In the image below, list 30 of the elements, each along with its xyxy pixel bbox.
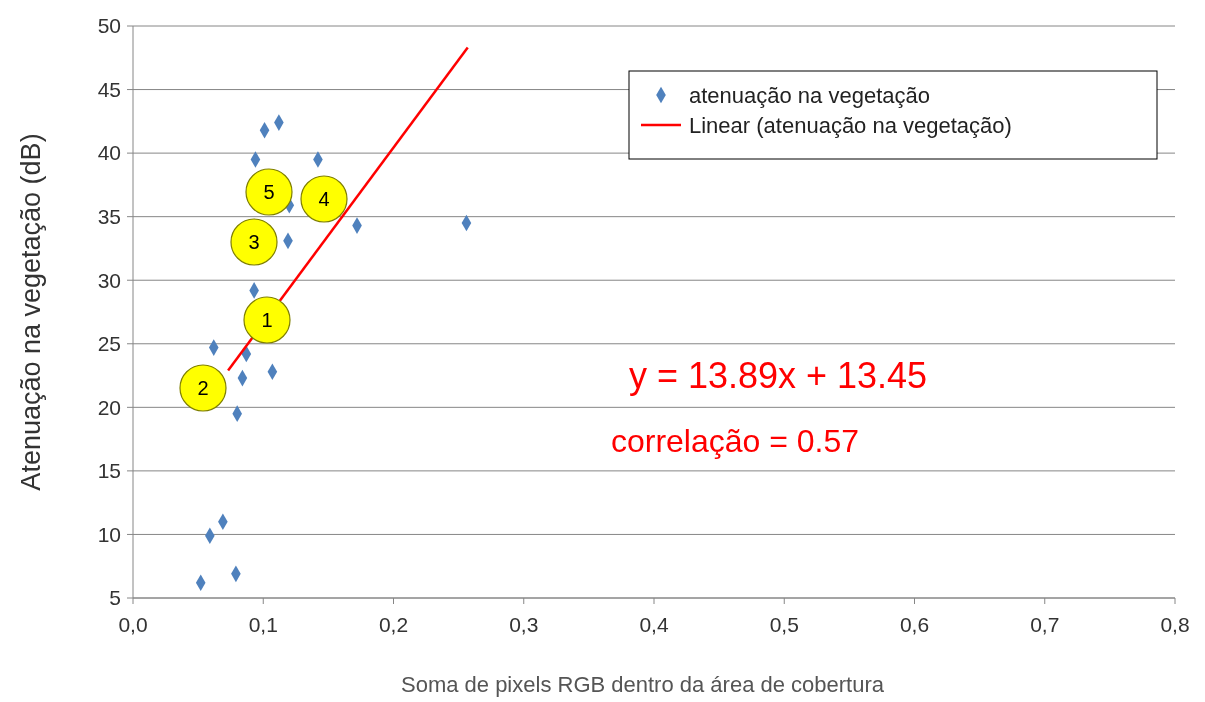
legend-label: atenuação na vegetação (689, 82, 930, 108)
y-tick-label: 10 (97, 522, 121, 546)
annotation: 4 (318, 188, 330, 210)
annotation: 2 (197, 377, 209, 399)
x-tick-label: 0,8 (1160, 613, 1190, 636)
annotation: 5 (263, 181, 275, 203)
y-tick-label: 15 (97, 459, 121, 483)
x-tick-label: 0,1 (248, 613, 278, 636)
x-tick-label: 0,6 (899, 613, 930, 636)
x-tick-label: 0,0 (118, 613, 148, 636)
x-axis-title: Soma de pixels RGB dentro da área de cobertura (400, 672, 885, 697)
y-tick-label: 40 (97, 141, 121, 165)
y-tick-label: 25 (97, 332, 121, 356)
y-axis-title: Atenuação na vegetação (dB) (16, 133, 46, 491)
y-tick-label: 5 (109, 586, 121, 610)
y-tick-label: 45 (97, 77, 121, 101)
x-tick-label: 0,7 (1030, 613, 1060, 636)
annotation: y = 13.89x + 13.45 (628, 355, 928, 396)
y-tick-label: 50 (97, 14, 121, 38)
x-tick-label: 0,5 (769, 613, 799, 636)
legend-label: Linear (atenuação na vegetação) (689, 112, 1012, 138)
x-tick-label: 0,3 (509, 613, 539, 636)
annotation: correlação = 0.57 (610, 423, 860, 459)
x-tick-label: 0,2 (378, 613, 409, 636)
y-tick-label: 35 (97, 205, 121, 229)
y-tick-label: 20 (97, 395, 121, 419)
annotation: 1 (261, 309, 273, 331)
y-tick-label: 30 (97, 268, 121, 292)
x-tick-label: 0,4 (639, 613, 669, 636)
annotation: 3 (248, 231, 260, 253)
